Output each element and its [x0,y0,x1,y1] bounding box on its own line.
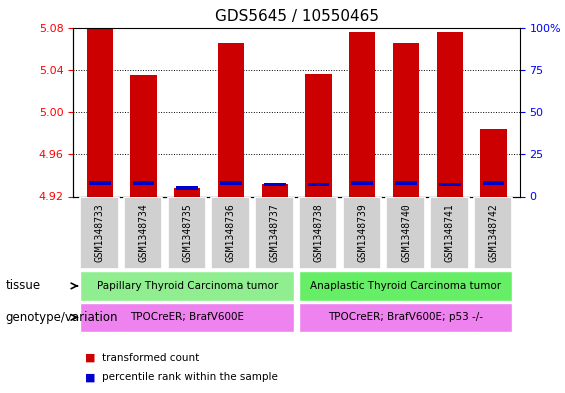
Bar [305,74,332,196]
Bar [439,183,460,186]
Text: TPOCreER; BrafV600E; p53 -/-: TPOCreER; BrafV600E; p53 -/- [328,312,484,322]
Bar [262,184,288,196]
Bar [299,196,337,269]
Text: ■: ■ [85,372,95,382]
Text: GSM1348736: GSM1348736 [226,204,236,262]
Text: TPOCreER; BrafV600E: TPOCreER; BrafV600E [130,312,244,322]
Bar [480,129,507,196]
Title: GDS5645 / 10550465: GDS5645 / 10550465 [215,9,379,24]
Bar [131,75,157,196]
Text: ■: ■ [85,353,95,363]
Bar [430,196,468,269]
Bar [220,182,242,185]
Bar [474,196,512,269]
Text: GSM1348735: GSM1348735 [182,204,192,262]
Text: GSM1348738: GSM1348738 [314,204,324,262]
Bar [89,182,111,185]
Text: GSM1348739: GSM1348739 [357,204,367,262]
Bar [80,271,294,301]
Text: percentile rank within the sample: percentile rank within the sample [102,372,277,382]
Text: GSM1348737: GSM1348737 [270,204,280,262]
Bar [176,186,198,190]
Text: GSM1348741: GSM1348741 [445,204,455,262]
Text: Papillary Thyroid Carcinoma tumor: Papillary Thyroid Carcinoma tumor [97,281,278,291]
Text: GSM1348740: GSM1348740 [401,204,411,262]
Bar [437,32,463,196]
Bar [483,182,505,185]
Text: transformed count: transformed count [102,353,199,363]
Bar [351,182,373,185]
Bar [218,43,244,196]
Bar [264,183,286,186]
Bar [86,28,113,196]
Bar [133,182,154,185]
Bar [342,196,381,269]
Bar [386,196,425,269]
Bar [174,188,201,196]
Text: GSM1348734: GSM1348734 [138,204,149,262]
Bar [393,43,419,196]
Text: GSM1348733: GSM1348733 [95,204,105,262]
Text: Anaplastic Thyroid Carcinoma tumor: Anaplastic Thyroid Carcinoma tumor [310,281,502,291]
Bar [80,196,119,269]
Text: GSM1348742: GSM1348742 [489,204,498,262]
Text: genotype/variation: genotype/variation [6,311,118,324]
Bar [124,196,162,269]
Bar [299,303,512,332]
Text: tissue: tissue [6,279,41,292]
Bar [211,196,250,269]
Bar [395,182,417,185]
Bar [307,183,329,186]
Bar [349,32,375,196]
Bar [80,303,294,332]
Bar [299,271,512,301]
Bar [255,196,294,269]
Bar [168,196,206,269]
